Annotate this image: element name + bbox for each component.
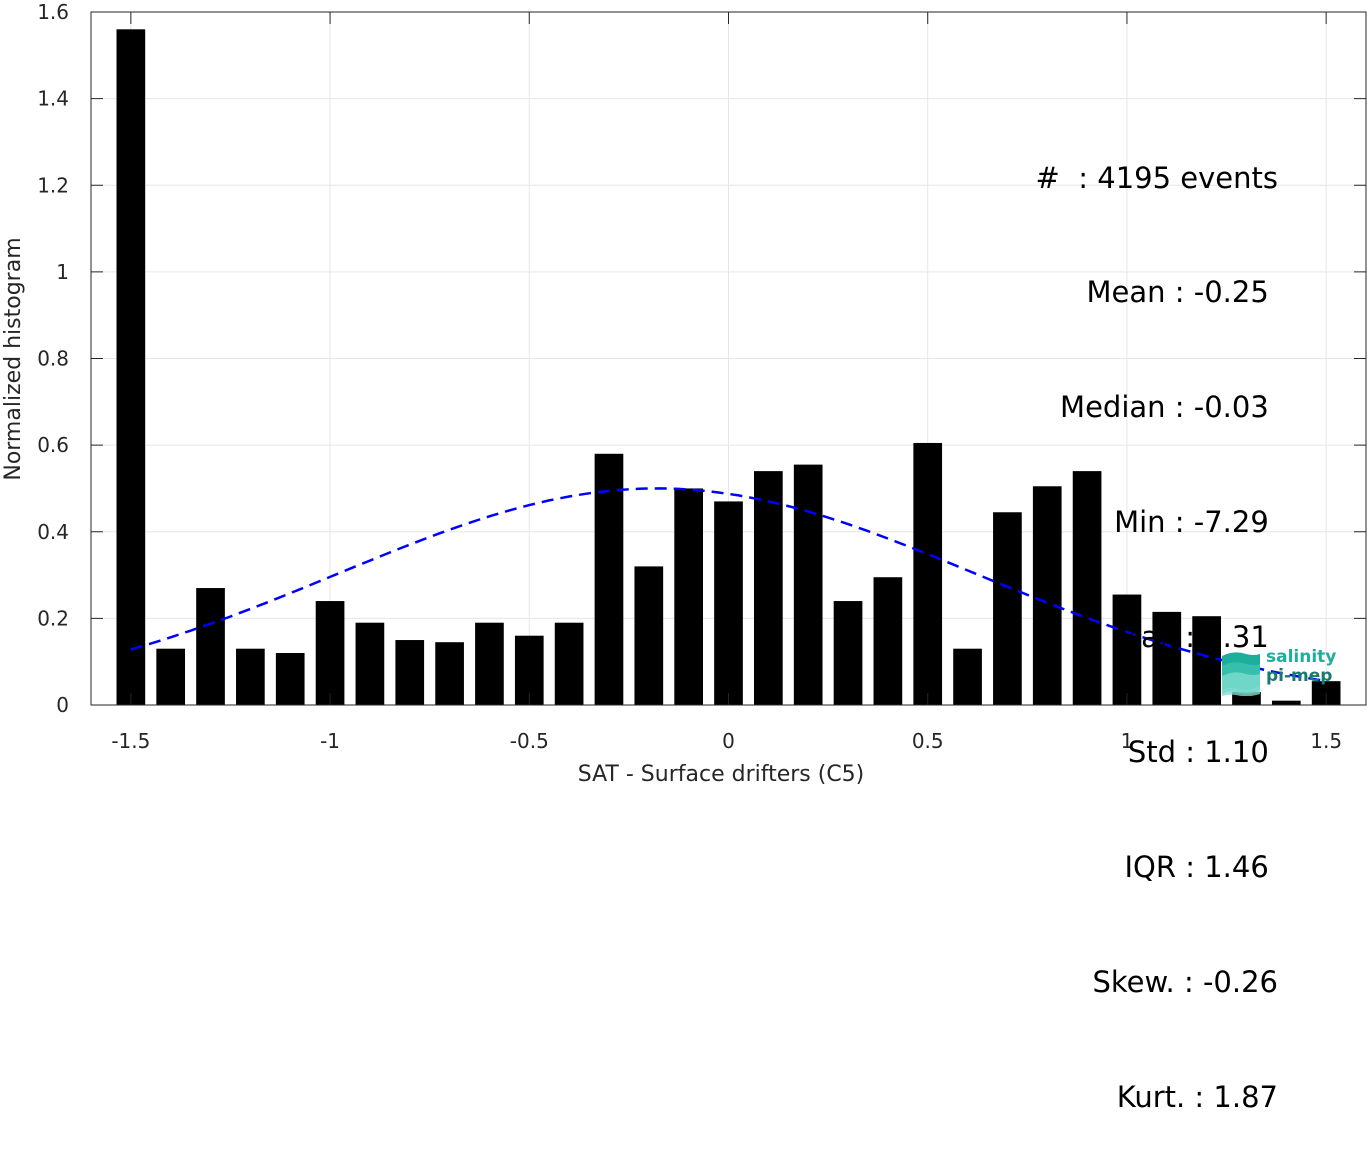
histogram-bar [873,577,903,705]
y-tick-labels: 0 0.2 0.4 0.6 0.8 1 1.2 1.4 1.6 [37,0,69,717]
histogram-bar [1192,616,1221,705]
histogram-bar [1072,471,1102,705]
histogram-bar [793,464,823,705]
stat-kurt: Kurt. : 1.87 [1116,1079,1278,1114]
histogram-bar [315,601,345,705]
y-tick-label: 0.8 [37,347,69,371]
x-tick-label: -1 [320,729,340,753]
histogram-bar [1271,700,1301,705]
histogram-bar [1032,486,1062,705]
bars-group [116,29,1341,705]
histogram-bar [634,566,664,705]
histogram-bar [395,640,425,705]
histogram-bar [1112,594,1142,705]
histogram-bar [236,648,265,705]
y-tick-label: 0.2 [37,606,69,630]
histogram-bar [475,622,504,705]
x-tick-labels: -1.5 -1 -0.5 0 0.5 1 1.5 [111,729,1342,753]
grid-lines [91,11,1366,706]
stat-max: Max : 3.31 [1116,620,1278,655]
histogram-bar [754,471,783,705]
x-tick-label: 1 [1121,729,1134,753]
histogram-bar [435,642,464,705]
stat-mean: Mean : -0.25 [1086,275,1278,310]
histogram-bar [156,648,186,705]
y-tick-label: 0.4 [37,520,69,544]
y-axis-label: Normalized histogram [1,237,26,480]
x-axis-label: SAT - Surface drifters (C5) [578,762,865,785]
histogram-bar [913,442,943,705]
histogram-bar [116,29,146,705]
x-tick-label: -0.5 [510,729,549,753]
histogram-bar [1152,611,1182,705]
histogram-bar [953,648,982,705]
histogram-bar [355,622,385,705]
histogram-bar [674,488,703,705]
histogram-bar [275,653,305,705]
salinity-pi-mep-logo: salinity pi-mep [1218,648,1346,696]
histogram-chart: -1.5 -1 -0.5 0 0.5 1 1.5 0 0.2 0.4 0.6 0.8 1 1.2 1.4 1… [1,0,1367,785]
y-tick-label: 0.6 [37,433,69,457]
normal-fit-curve [130,487,1327,683]
histogram-bar [196,588,225,705]
histogram-bar [554,622,584,705]
stat-median: Median : -0.03 [1060,390,1278,425]
statistics-box: # : 4195 events Mean : -0.25 Median : -0… [1036,82,1278,1154]
histogram-bar [714,501,743,705]
y-tick-label: 0 [56,693,69,717]
x-tick-label: 1.5 [1310,729,1342,753]
stat-std: Std : 1.10 [1127,735,1278,770]
y-tick-label: 1.6 [37,0,69,24]
x-tick-label: 0.5 [912,729,944,753]
wave-logo-icon [1222,652,1260,696]
y-tick-label: 1 [56,260,69,284]
histogram-bar [993,512,1022,705]
stat-iqr: IQR : 1.46 [1124,849,1278,884]
axes-box [90,11,1367,706]
histogram-bar [594,453,624,705]
y-tick-label: 1.4 [37,87,69,111]
histogram-bar [833,601,863,705]
stat-events: # : 4195 events [1035,160,1278,195]
y-tick-label: 1.2 [37,173,69,197]
stat-skew: Skew. : -0.26 [1092,964,1278,999]
logo-line1: salinity [1266,647,1337,667]
x-tick-label: 0 [722,729,735,753]
x-tick-label: -1.5 [111,729,150,753]
stat-min: Min : -7.29 [1114,505,1278,540]
logo-text: salinity pi-mep [1266,648,1336,686]
logo-line2: pi-mep [1266,666,1333,686]
